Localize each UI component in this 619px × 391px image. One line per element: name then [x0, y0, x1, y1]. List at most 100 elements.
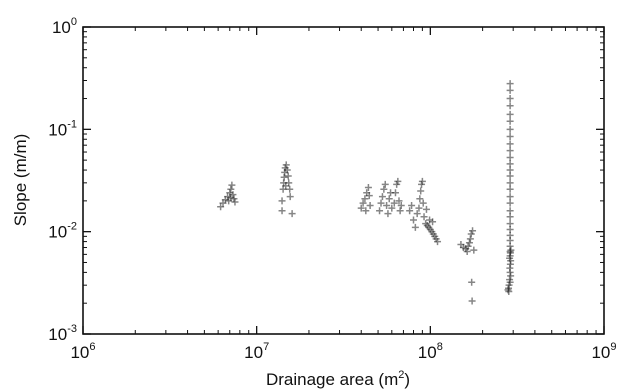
data-point — [506, 117, 514, 125]
data-point — [381, 180, 389, 188]
data-point — [506, 86, 514, 94]
data-point — [366, 202, 374, 210]
data-point — [282, 161, 290, 169]
data-point — [231, 198, 239, 206]
data-point — [283, 166, 291, 174]
data-point — [506, 95, 514, 103]
data-point — [388, 204, 396, 212]
data-point — [506, 140, 514, 148]
data-point — [416, 195, 424, 203]
data-point — [390, 199, 398, 207]
x-axis-title: Drainage area (m2) — [266, 369, 410, 389]
data-point — [278, 207, 286, 215]
data-point — [288, 210, 296, 218]
x-tick-label: 109 — [591, 341, 616, 362]
data-point — [506, 207, 514, 215]
data-point — [361, 195, 369, 203]
data-point — [385, 195, 393, 203]
data-point — [278, 197, 286, 205]
x-tick-label: 107 — [244, 341, 269, 362]
data-point — [418, 177, 426, 185]
y-axis-title: Slope (m/m) — [11, 134, 30, 227]
data-point — [506, 225, 514, 233]
data-point — [395, 197, 403, 205]
data-point — [506, 172, 514, 180]
data-point — [470, 246, 478, 254]
data-point — [359, 199, 367, 207]
data-point — [376, 207, 384, 215]
data-point — [391, 189, 399, 197]
data-point — [506, 166, 514, 174]
data-point — [505, 288, 513, 296]
data-point — [227, 194, 235, 202]
y-tick-label: 10-2 — [48, 221, 77, 242]
data-point — [364, 184, 372, 192]
data-point — [408, 202, 416, 210]
data-point — [224, 193, 232, 201]
plot-frame — [82, 26, 605, 335]
data-point — [284, 172, 292, 180]
data-point — [468, 297, 476, 305]
data-point — [466, 235, 474, 243]
data-point — [464, 242, 472, 250]
data-point — [406, 207, 414, 215]
data-point — [465, 239, 473, 247]
data-point — [394, 177, 402, 185]
data-point — [380, 185, 388, 193]
data-point — [506, 160, 514, 168]
data-point — [506, 80, 514, 88]
data-point — [463, 248, 471, 256]
data-point — [417, 187, 425, 195]
data-points — [217, 80, 515, 305]
data-point — [286, 193, 294, 201]
data-point — [383, 202, 391, 210]
data-point — [230, 195, 238, 203]
data-point — [396, 207, 404, 215]
data-point — [506, 220, 514, 228]
data-point — [504, 286, 512, 294]
data-point — [397, 202, 405, 210]
data-point — [506, 185, 514, 193]
data-point — [506, 125, 514, 133]
x-tick-label: 108 — [418, 341, 443, 362]
data-point — [506, 193, 514, 201]
data-point — [377, 199, 385, 207]
data-point — [378, 193, 386, 201]
axis-ticks: 106 107 108 109 10-3 10-2 10-1 100 — [48, 16, 616, 362]
data-point — [362, 207, 370, 215]
data-point — [420, 213, 428, 221]
data-point — [507, 272, 515, 280]
data-point — [506, 213, 514, 221]
y-tick-label: 10-3 — [48, 323, 77, 344]
data-point — [506, 147, 514, 155]
data-point — [429, 218, 437, 226]
data-point — [422, 205, 430, 213]
data-point — [286, 185, 294, 193]
data-point — [365, 192, 373, 200]
data-point — [217, 203, 225, 211]
data-point — [506, 179, 514, 187]
data-point — [411, 223, 419, 231]
data-point — [282, 182, 290, 190]
data-point — [413, 210, 421, 218]
data-point — [506, 154, 514, 162]
data-point — [415, 204, 423, 212]
data-point — [506, 133, 514, 141]
data-point — [467, 230, 475, 238]
data-point — [507, 246, 515, 254]
y-tick-label: 10-1 — [48, 118, 77, 139]
data-point — [506, 102, 514, 110]
data-point — [434, 238, 442, 246]
data-point — [228, 181, 236, 189]
data-point — [357, 204, 365, 212]
data-point — [506, 110, 514, 118]
data-point — [469, 227, 477, 235]
data-point — [410, 216, 418, 224]
x-tick-label: 106 — [70, 341, 95, 362]
data-point — [419, 199, 427, 207]
data-point — [468, 278, 476, 286]
y-tick-label: 100 — [52, 16, 77, 37]
data-point — [506, 199, 514, 207]
data-point — [384, 210, 392, 218]
data-point — [227, 185, 235, 193]
